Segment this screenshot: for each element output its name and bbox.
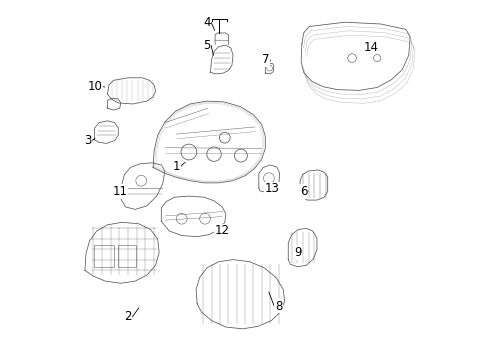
Text: 3: 3 — [83, 134, 91, 147]
Text: 5: 5 — [203, 39, 210, 52]
Text: 14: 14 — [363, 41, 377, 54]
Text: 6: 6 — [299, 185, 307, 198]
Text: 2: 2 — [124, 310, 131, 324]
Text: 8: 8 — [274, 300, 282, 313]
Bar — [118, 245, 136, 267]
Text: 9: 9 — [293, 246, 301, 259]
Bar — [94, 245, 113, 267]
Text: 4: 4 — [203, 16, 210, 29]
Text: 7: 7 — [262, 53, 269, 66]
Text: 11: 11 — [112, 185, 127, 198]
Text: 1: 1 — [172, 160, 180, 173]
Text: 13: 13 — [264, 183, 279, 195]
Text: 10: 10 — [87, 80, 102, 93]
Text: 12: 12 — [214, 224, 229, 238]
